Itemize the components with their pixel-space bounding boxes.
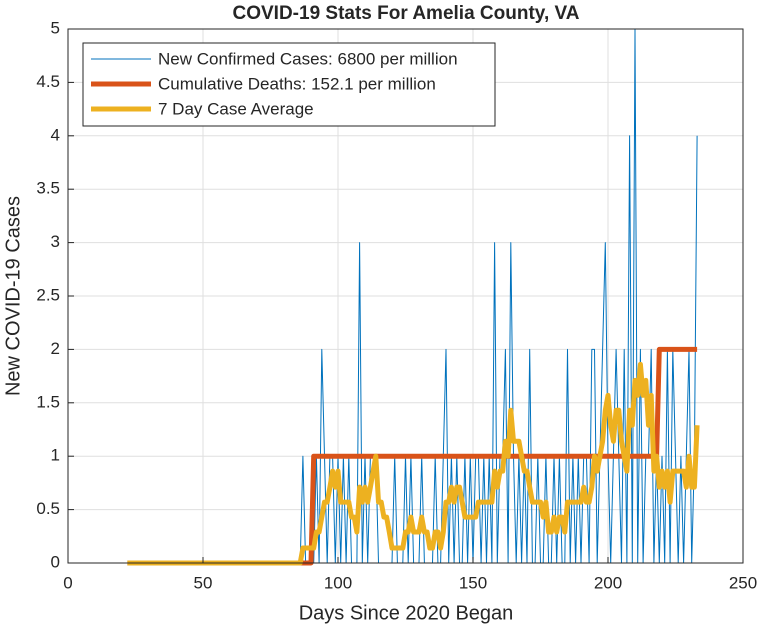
- x-tick-label: 100: [324, 573, 352, 592]
- y-tick-label: 4.5: [36, 72, 60, 91]
- y-tick-label: 4: [51, 125, 60, 144]
- legend-label: 7 Day Case Average: [158, 99, 314, 118]
- x-tick-label: 150: [459, 573, 487, 592]
- y-tick-label: 0: [51, 552, 60, 571]
- y-tick-label: 0.5: [36, 499, 60, 518]
- legend-label: Cumulative Deaths: 152.1 per million: [158, 74, 436, 93]
- x-tick-label: 0: [63, 573, 72, 592]
- y-tick-label: 3.5: [36, 179, 60, 198]
- y-tick-label: 2.5: [36, 285, 60, 304]
- y-tick-label: 5: [51, 18, 60, 37]
- legend: New Confirmed Cases: 6800 per million Cum…: [82, 42, 496, 127]
- chart-title: COVID-19 Stats For Amelia County, VA: [233, 3, 580, 24]
- x-tick-label: 250: [729, 573, 757, 592]
- x-tick-label: 200: [594, 573, 622, 592]
- legend-label: New Confirmed Cases: 6800 per million: [158, 49, 458, 68]
- y-axis-label: New COVID-19 Cases: [2, 196, 24, 396]
- y-tick-label: 1.5: [36, 392, 60, 411]
- legend-box: [82, 42, 496, 127]
- y-tick-label: 3: [51, 232, 60, 251]
- ticks: 0 50 100 150 200 250 0 0.5 1 1.5 2 2.5 3 3.5 4 4.5 5: [36, 18, 757, 592]
- x-axis-label: Days Since 2020 Began: [299, 602, 514, 624]
- y-tick-label: 1: [51, 446, 60, 465]
- x-tick-label: 50: [194, 573, 213, 592]
- y-tick-label: 2: [51, 339, 60, 358]
